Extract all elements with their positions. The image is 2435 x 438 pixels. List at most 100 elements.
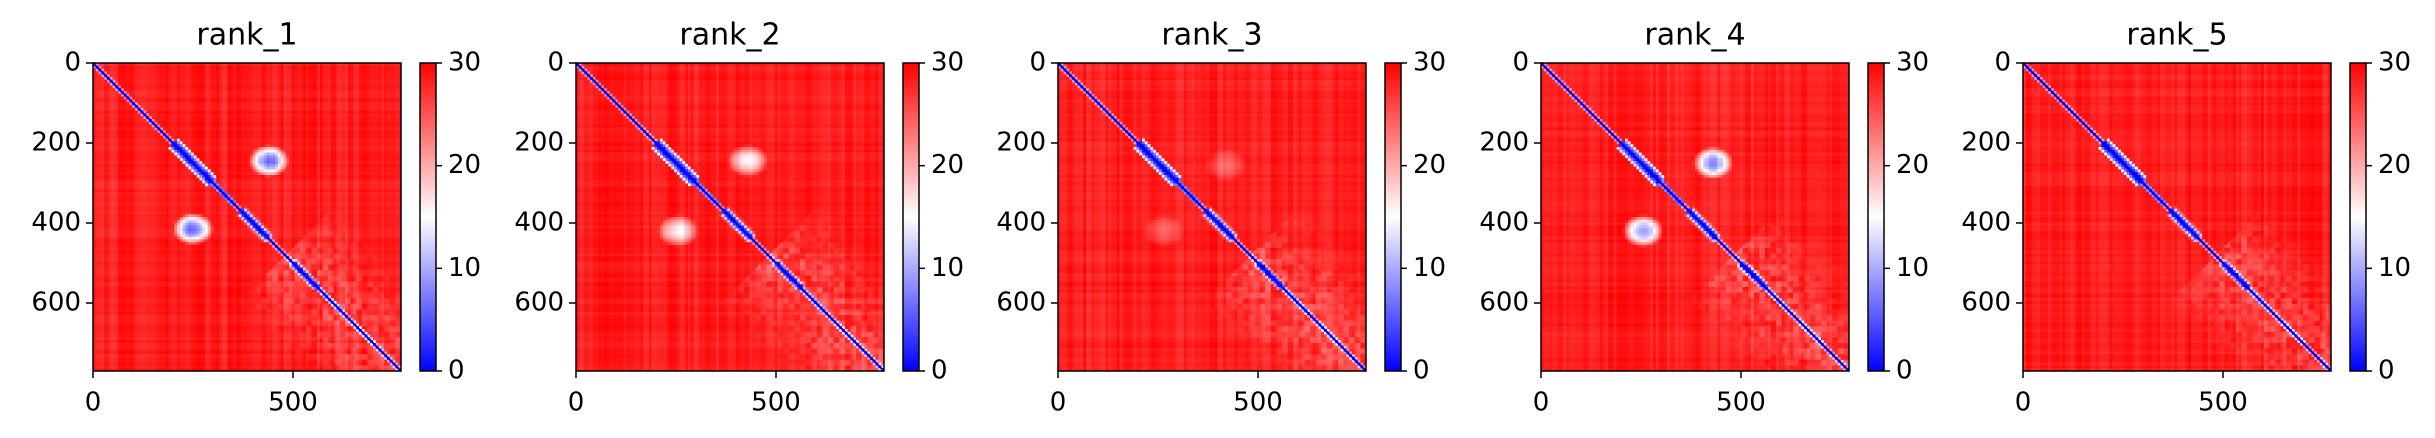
heatmap-cell (191, 91, 194, 94)
heatmap-cell (129, 136, 132, 139)
heatmap-cell (309, 108, 312, 111)
heatmap-cell (311, 136, 314, 139)
heatmap-cell (393, 91, 396, 94)
heatmap-cell (191, 119, 194, 122)
heatmap-cell (306, 71, 309, 74)
heatmap-cell (345, 133, 348, 136)
heatmap-cell (275, 80, 278, 83)
heatmap-cell (225, 83, 228, 86)
heatmap-cell (96, 97, 99, 100)
heatmap-cell (289, 113, 292, 116)
heatmap-cell (208, 97, 211, 100)
heatmap-cell (373, 85, 376, 88)
heatmap-cell (152, 136, 155, 139)
heatmap-cell (211, 122, 214, 125)
heatmap-cell (379, 108, 382, 111)
heatmap-cell (342, 119, 345, 122)
heatmap-cell (208, 94, 211, 97)
heatmap-cell (342, 102, 345, 105)
heatmap-cell (194, 88, 197, 91)
heatmap-cell (253, 119, 256, 122)
heatmap-cell (107, 125, 110, 128)
heatmap-cell (244, 108, 247, 111)
heatmap-cell (351, 94, 354, 97)
heatmap-cell (101, 136, 104, 139)
heatmap-cell (115, 71, 118, 74)
heatmap-cell (359, 102, 362, 105)
heatmap-cell (292, 111, 295, 114)
heatmap-cell (129, 116, 132, 119)
heatmap-cell (127, 77, 130, 80)
heatmap-cell (297, 105, 300, 108)
heatmap-cell (362, 130, 365, 133)
heatmap-cell (171, 125, 174, 128)
heatmap-cell (339, 130, 342, 133)
heatmap-cell (376, 136, 379, 139)
heatmap-cell (269, 136, 272, 139)
heatmap-cell (393, 127, 396, 130)
heatmap-cell (314, 125, 317, 128)
heatmap-cell (239, 97, 242, 100)
heatmap-cell (180, 85, 183, 88)
heatmap-cell (300, 99, 303, 102)
heatmap-cell (143, 69, 146, 72)
heatmap-cell (219, 119, 222, 122)
heatmap-cell (306, 74, 309, 77)
heatmap-cell (208, 136, 211, 139)
heatmap-cell (155, 97, 158, 100)
heatmap-cell (261, 125, 264, 128)
heatmap-cell (325, 83, 328, 86)
heatmap-cell (275, 66, 278, 69)
heatmap-cell (331, 71, 334, 74)
heatmap-cell (118, 77, 121, 80)
heatmap-cell (395, 125, 398, 128)
heatmap-cell (194, 74, 197, 77)
heatmap-cell (213, 119, 216, 122)
heatmap-cell (281, 66, 284, 69)
heatmap-cell (269, 85, 272, 88)
heatmap-cell (255, 130, 258, 133)
heatmap-cell (138, 122, 141, 125)
heatmap-cell (166, 113, 169, 116)
heatmap-cell (267, 102, 270, 105)
heatmap-cell (250, 94, 253, 97)
heatmap-cell (155, 133, 158, 136)
heatmap-cell (351, 69, 354, 72)
heatmap-cell (339, 66, 342, 69)
heatmap-cell (297, 80, 300, 83)
heatmap-cell (227, 77, 230, 80)
heatmap-cell (188, 108, 191, 111)
heatmap-cell (255, 71, 258, 74)
heatmap-cell (306, 69, 309, 72)
heatmap-cell (213, 108, 216, 111)
heatmap-cell (272, 66, 275, 69)
heatmap-cell (96, 116, 99, 119)
heatmap-cell (286, 127, 289, 130)
heatmap-cell (334, 80, 337, 83)
heatmap-cell (311, 71, 314, 74)
heatmap-cell (141, 69, 144, 72)
heatmap-cell (337, 88, 340, 91)
heatmap-cell (135, 136, 138, 139)
heatmap-cell (216, 83, 219, 86)
heatmap-cell (387, 91, 390, 94)
heatmap-cell (281, 71, 284, 74)
heatmap-cell (309, 74, 312, 77)
heatmap-cell (194, 94, 197, 97)
heatmap-cell (180, 83, 183, 86)
heatmap-cell (356, 83, 359, 86)
heatmap-cell (359, 97, 362, 100)
heatmap-cell (185, 116, 188, 119)
heatmap-cell (393, 113, 396, 116)
heatmap-cell (351, 119, 354, 122)
heatmap-cell (132, 133, 135, 136)
heatmap-cell (104, 99, 107, 102)
heatmap-cell (163, 105, 166, 108)
heatmap-cell (283, 97, 286, 100)
heatmap-cell (99, 74, 102, 77)
heatmap-cell (314, 127, 317, 130)
heatmap-cell (381, 99, 384, 102)
heatmap-cell (334, 74, 337, 77)
heatmap-cell (317, 125, 320, 128)
heatmap-cell (289, 127, 292, 130)
